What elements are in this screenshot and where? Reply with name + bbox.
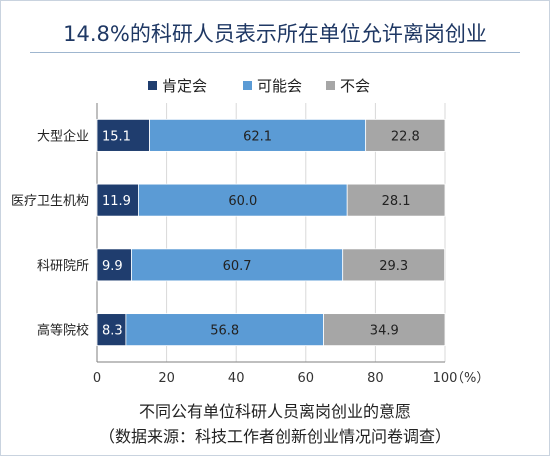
- bar-segment: [346, 183, 446, 217]
- data-label: 22.8: [391, 129, 420, 144]
- x-tick-label: 20: [158, 371, 175, 386]
- legend-label: 肯定会: [162, 77, 207, 95]
- bar-segment: [131, 248, 344, 282]
- data-label: 60.0: [228, 194, 257, 209]
- x-axis-unit: （%）: [451, 371, 489, 386]
- data-label: 8.3: [102, 324, 123, 339]
- data-label: 28.1: [382, 194, 411, 209]
- x-tick-label: 80: [367, 371, 384, 386]
- category-label: 高等院校: [37, 323, 89, 339]
- bar-segment: [149, 118, 367, 152]
- bar-segment: [125, 313, 324, 347]
- chart-caption: 不同公有单位科研人员离岗创业的意愿: [138, 402, 411, 421]
- x-tick-label: 40: [228, 371, 245, 386]
- x-tick-label: 100: [433, 371, 458, 386]
- bar-segment: [96, 118, 150, 152]
- data-label: 60.7: [223, 259, 252, 274]
- bar-segment: [342, 248, 446, 282]
- legend-swatch: [243, 81, 252, 90]
- bar-segment: [96, 313, 127, 347]
- legend-swatch: [326, 81, 335, 90]
- bar-segment: [323, 313, 446, 347]
- bar-segment: [138, 183, 348, 217]
- x-tick-label: 60: [298, 371, 315, 386]
- bar-segment: [96, 183, 139, 217]
- chart-title: 14.8%的科研人员表示所在单位允许离岗创业: [63, 22, 487, 46]
- category-label: 大型企业: [37, 128, 89, 144]
- title-divider: [30, 52, 520, 53]
- category-label: 科研院所: [37, 259, 89, 274]
- data-label: 62.1: [243, 129, 272, 144]
- data-label: 56.8: [210, 324, 239, 339]
- x-tick-label: 0: [93, 371, 101, 386]
- data-label: 9.9: [102, 259, 123, 274]
- data-label: 11.9: [102, 194, 131, 209]
- legend-label: 可能会: [257, 77, 302, 95]
- data-source-note: （数据来源：科技工作者创新创业情况问卷调查）: [98, 427, 451, 446]
- legend-swatch: [148, 81, 157, 90]
- data-label: 34.9: [370, 324, 399, 339]
- data-label: 29.3: [379, 259, 408, 274]
- legend-label: 不会: [340, 77, 370, 95]
- category-label: 医疗卫生机构: [11, 194, 89, 209]
- data-label: 15.1: [102, 129, 131, 144]
- bar-segment: [365, 118, 446, 152]
